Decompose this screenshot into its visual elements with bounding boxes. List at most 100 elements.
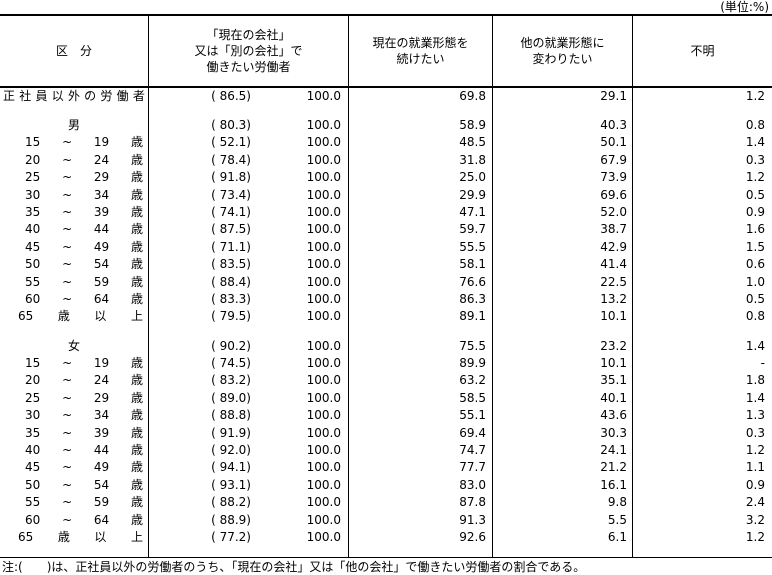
cell-continue: 58.9 bbox=[348, 117, 492, 135]
cell-unknown: - bbox=[632, 355, 772, 373]
want-work-cell: ( 93.1) 100.0 bbox=[148, 476, 348, 495]
cell-unknown: 1.4 bbox=[632, 389, 772, 408]
want-work-cell: ( 88.9) 100.0 bbox=[148, 511, 348, 529]
table-row: 45 ~49 歳 ( 94.1) 100.0 77.7 21.2 1.1 bbox=[0, 459, 772, 477]
cell-paren: ( 88.8) bbox=[211, 408, 251, 423]
header-want-work-line3: 働きたい労働者 bbox=[206, 60, 291, 74]
row-category-cell: 60 ~64 歳 bbox=[0, 291, 148, 308]
row-label-part: 60 bbox=[25, 512, 41, 527]
cell-unknown bbox=[632, 105, 772, 117]
cell-change: 40.3 bbox=[492, 117, 632, 135]
row-label-part: ~ bbox=[62, 425, 73, 440]
row-label-part: ~ bbox=[62, 495, 73, 510]
want-work-cell: ( 74.5) 100.0 bbox=[148, 355, 348, 373]
cell-unknown: 1.2 bbox=[632, 169, 772, 187]
cell-continue: 59.7 bbox=[348, 221, 492, 239]
row-label-part: 歳 bbox=[130, 291, 143, 306]
want-work-cell: ( 83.3) 100.0 bbox=[148, 290, 348, 309]
row-label-part: 働 bbox=[116, 89, 129, 103]
cell-unknown: 0.3 bbox=[632, 151, 772, 170]
row-label-part: 34 bbox=[93, 187, 110, 202]
table-row: 20 ~24 歳 ( 83.2) 100.0 63.2 35.1 1.8 bbox=[0, 372, 772, 390]
cell-change: 38.7 bbox=[492, 221, 632, 239]
row-label-part: 以 bbox=[94, 529, 107, 544]
row-label-part: 49 bbox=[93, 460, 110, 475]
row-category-cell: 15 ~19 歳 bbox=[0, 134, 148, 151]
cell-paren: ( 88.4) bbox=[211, 274, 251, 289]
want-work-cell: ( 83.2) 100.0 bbox=[148, 372, 348, 390]
table-row bbox=[0, 325, 772, 338]
row-label-part: 55 bbox=[25, 495, 41, 510]
row-label-part: 49 bbox=[93, 239, 110, 254]
row-label-part: 50 bbox=[25, 477, 41, 492]
header-unknown-label: 不明 bbox=[690, 44, 715, 58]
row-label-part: 歳 bbox=[130, 425, 143, 440]
cell-change: 16.1 bbox=[492, 476, 632, 495]
row-label-part: 歳 bbox=[57, 529, 70, 544]
row-label-part: 65 bbox=[18, 529, 34, 544]
cell-continue: 58.1 bbox=[348, 256, 492, 274]
row-label-part: 54 bbox=[93, 477, 110, 492]
cell-continue: 91.3 bbox=[348, 511, 492, 529]
want-work-cell: ( 89.0) 100.0 bbox=[148, 389, 348, 408]
header-want-work-line1: 「現在の会社」 bbox=[206, 28, 291, 42]
table-row: 25 ~29 歳 ( 91.8) 100.0 25.0 73.9 1.2 bbox=[0, 169, 772, 187]
cell-unknown: 1.4 bbox=[632, 337, 772, 356]
cell-total: 100.0 bbox=[306, 257, 341, 272]
cell-total: 100.0 bbox=[306, 204, 341, 219]
want-work-cell: ( 77.2) 100.0 bbox=[148, 528, 348, 547]
row-category-cell: 40 ~44 歳 bbox=[0, 221, 148, 238]
row-label-part: 歳 bbox=[130, 477, 143, 492]
cell-paren: ( 74.5) bbox=[211, 356, 251, 371]
cell-paren: ( 93.1) bbox=[211, 477, 251, 492]
row-label-part: 以 bbox=[94, 309, 107, 324]
row-category-cell bbox=[0, 105, 148, 117]
row-label-part: 45 bbox=[25, 460, 41, 475]
row-label-part: 15 bbox=[25, 356, 41, 371]
row-category-cell: 55 ~59 歳 bbox=[0, 494, 148, 511]
row-label-part: 20 bbox=[25, 152, 41, 167]
cell-change: 24.1 bbox=[492, 442, 632, 460]
cell-paren: ( 83.3) bbox=[211, 291, 251, 306]
cell-total: 100.0 bbox=[306, 338, 341, 353]
cell-unknown: 1.8 bbox=[632, 372, 772, 390]
row-label-part: 男 bbox=[67, 118, 80, 132]
row-label-part: 19 bbox=[93, 135, 110, 150]
cell-continue bbox=[348, 105, 492, 117]
cell-continue: 47.1 bbox=[348, 203, 492, 222]
cell-paren bbox=[149, 546, 251, 557]
row-label-part: 39 bbox=[93, 204, 110, 219]
row-label-part: ~ bbox=[62, 477, 73, 492]
footnote: 注:( )は、正社員以外の労働者のうち、「現在の会社」又は「他の会社」で働きたい… bbox=[2, 560, 586, 574]
row-label-part: ~ bbox=[62, 204, 73, 219]
table-row: 35 ~39 歳 ( 91.9) 100.0 69.4 30.3 0.3 bbox=[0, 424, 772, 443]
row-category-cell: 20 ~24 歳 bbox=[0, 372, 148, 389]
header-change-line2: 変わりたい bbox=[532, 52, 593, 66]
row-category-cell: 45 ~49 歳 bbox=[0, 459, 148, 476]
row-label-part: 歳 bbox=[130, 239, 143, 254]
cell-paren: ( 89.0) bbox=[211, 390, 251, 405]
row-label-part: 歳 bbox=[130, 274, 143, 289]
row-label-part: 24 bbox=[93, 373, 110, 388]
row-label-part: 歳 bbox=[130, 356, 143, 371]
cell-paren: ( 92.0) bbox=[211, 443, 251, 458]
cell-continue: 25.0 bbox=[348, 169, 492, 187]
cell-unknown bbox=[632, 546, 772, 558]
cell-change: 6.1 bbox=[492, 528, 632, 547]
cell-total bbox=[251, 546, 348, 557]
row-label-part: 24 bbox=[93, 152, 110, 167]
row-label-part: 45 bbox=[25, 239, 41, 254]
row-category-cell: 15 ~19 歳 bbox=[0, 355, 148, 372]
cell-change: 40.1 bbox=[492, 389, 632, 408]
table-row: 30 ~34 歳 ( 73.4) 100.0 29.9 69.6 0.5 bbox=[0, 186, 772, 204]
want-work-cell: ( 92.0) 100.0 bbox=[148, 442, 348, 460]
cell-continue: 55.1 bbox=[348, 407, 492, 425]
cell-continue: 89.1 bbox=[348, 308, 492, 326]
row-label-part: ~ bbox=[62, 135, 73, 150]
table-body: 正社員以外の労働者 ( 86.5) 100.0 69.8 29.1 1.2 男 … bbox=[0, 88, 772, 558]
cell-paren: ( 83.5) bbox=[211, 257, 251, 272]
row-category-cell: 50 ~54 歳 bbox=[0, 256, 148, 273]
cell-unknown: 0.8 bbox=[632, 117, 772, 135]
cell-paren: ( 94.1) bbox=[211, 460, 251, 475]
cell-paren: ( 86.5) bbox=[211, 89, 251, 103]
